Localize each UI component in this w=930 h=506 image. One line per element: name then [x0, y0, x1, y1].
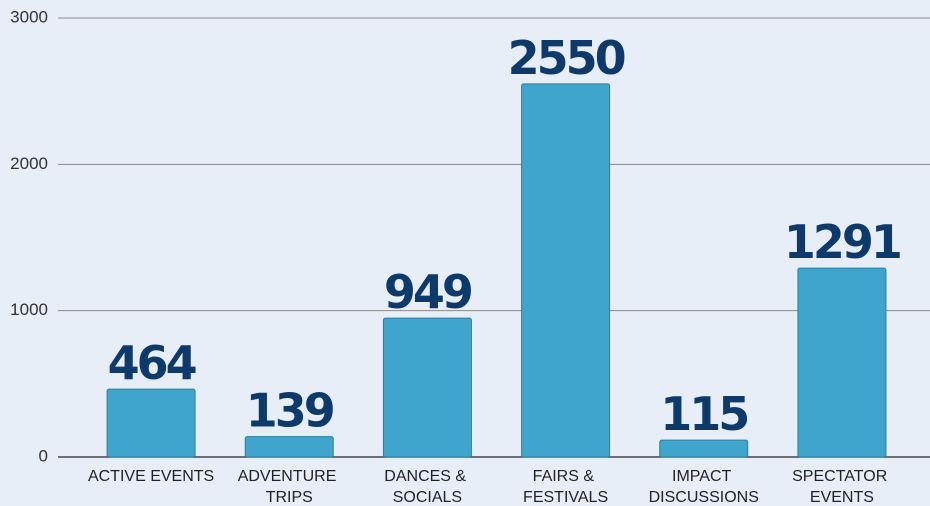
bar: [797, 267, 887, 458]
bar: [106, 388, 196, 458]
value-label: 2550: [508, 31, 625, 85]
x-tick-label-line: EVENTS: [810, 489, 874, 506]
x-tick-label-line: SOCIALS: [393, 489, 462, 506]
x-tick-label-line: DANCES &: [384, 468, 470, 485]
x-tick-label: DANCES & SOCIALS: [384, 468, 470, 506]
x-tick-label-line: SPECTATOR: [792, 468, 892, 485]
value-label: 115: [660, 387, 747, 441]
x-tick-label-line: TRIPS: [266, 489, 313, 506]
value-label: 139: [246, 384, 334, 438]
x-tick-label-line: IMPACT: [672, 468, 735, 485]
bar: [244, 436, 334, 458]
bar: [659, 439, 749, 458]
value-label: 949: [384, 265, 472, 319]
x-tick-label-line: DISCUSSIONS: [649, 489, 759, 506]
x-tick-label: ACTIVE EVENTS: [88, 468, 214, 485]
x-tick-label-line: FESTIVALS: [523, 489, 608, 506]
bar: [382, 317, 472, 458]
value-label: 1291: [784, 215, 900, 269]
x-tick-label-line: ACTIVE EVENTS: [88, 468, 214, 485]
x-tick-label-line: FAIRS &: [533, 468, 599, 485]
bar: [521, 83, 611, 458]
x-tick-label: SPECTATOR EVENTS: [792, 468, 892, 506]
y-tick-label: 2000: [10, 154, 48, 173]
x-tick-label: IMPACT DISCUSSIONS: [649, 468, 759, 506]
x-tick-label-line: ADVENTURE: [238, 468, 341, 485]
x-tick-label: ADVENTURE TRIPS: [238, 468, 341, 506]
y-tick-label: 3000: [10, 7, 48, 26]
y-tick-label: 0: [39, 446, 48, 465]
x-tick-label: FAIRS & FESTIVALS: [523, 468, 608, 506]
value-label: 464: [108, 336, 196, 390]
y-tick-label: 1000: [10, 300, 48, 319]
